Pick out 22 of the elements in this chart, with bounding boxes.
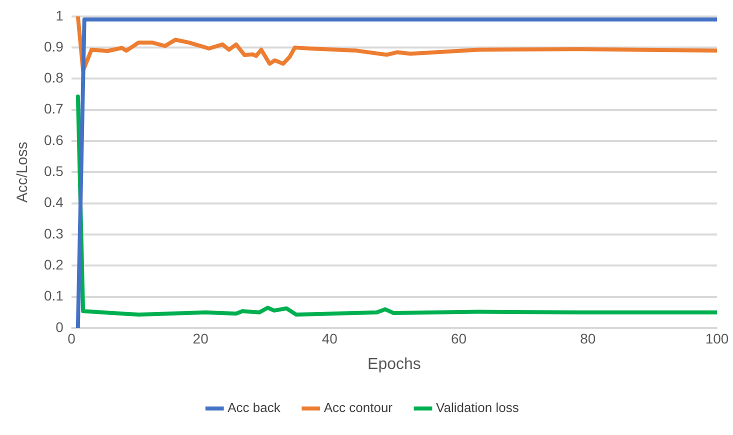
y-tick-label: 0.9 <box>44 38 64 54</box>
y-tick-label: 0.5 <box>44 163 64 180</box>
x-tick-label: 20 <box>192 330 209 346</box>
legend-label: Acc back <box>228 400 281 416</box>
x-tick-label: 60 <box>450 330 467 346</box>
x-axis-title: Epochs <box>368 356 421 373</box>
y-tick-label: 0.3 <box>44 225 64 242</box>
legend-label: Acc contour <box>324 400 394 416</box>
y-tick-label: 0.2 <box>44 256 64 273</box>
y-tick-label: 0.8 <box>44 70 64 86</box>
y-tick-label: 0.1 <box>44 288 64 304</box>
y-tick-label: 0.6 <box>44 132 64 148</box>
y-axis-title: Acc/Loss <box>14 142 32 203</box>
x-tick-label: 100 <box>705 330 729 346</box>
x-tick-label: 0 <box>68 330 76 346</box>
y-tick-label: 0.4 <box>44 194 64 210</box>
y-tick-label: 0.7 <box>44 100 64 117</box>
y-tick-label: 0 <box>56 318 64 335</box>
x-tick-label: 80 <box>580 330 596 346</box>
y-tick-label: 1 <box>56 7 64 24</box>
x-tick-label: 40 <box>322 330 338 346</box>
legend-label: Validation loss <box>436 400 520 416</box>
